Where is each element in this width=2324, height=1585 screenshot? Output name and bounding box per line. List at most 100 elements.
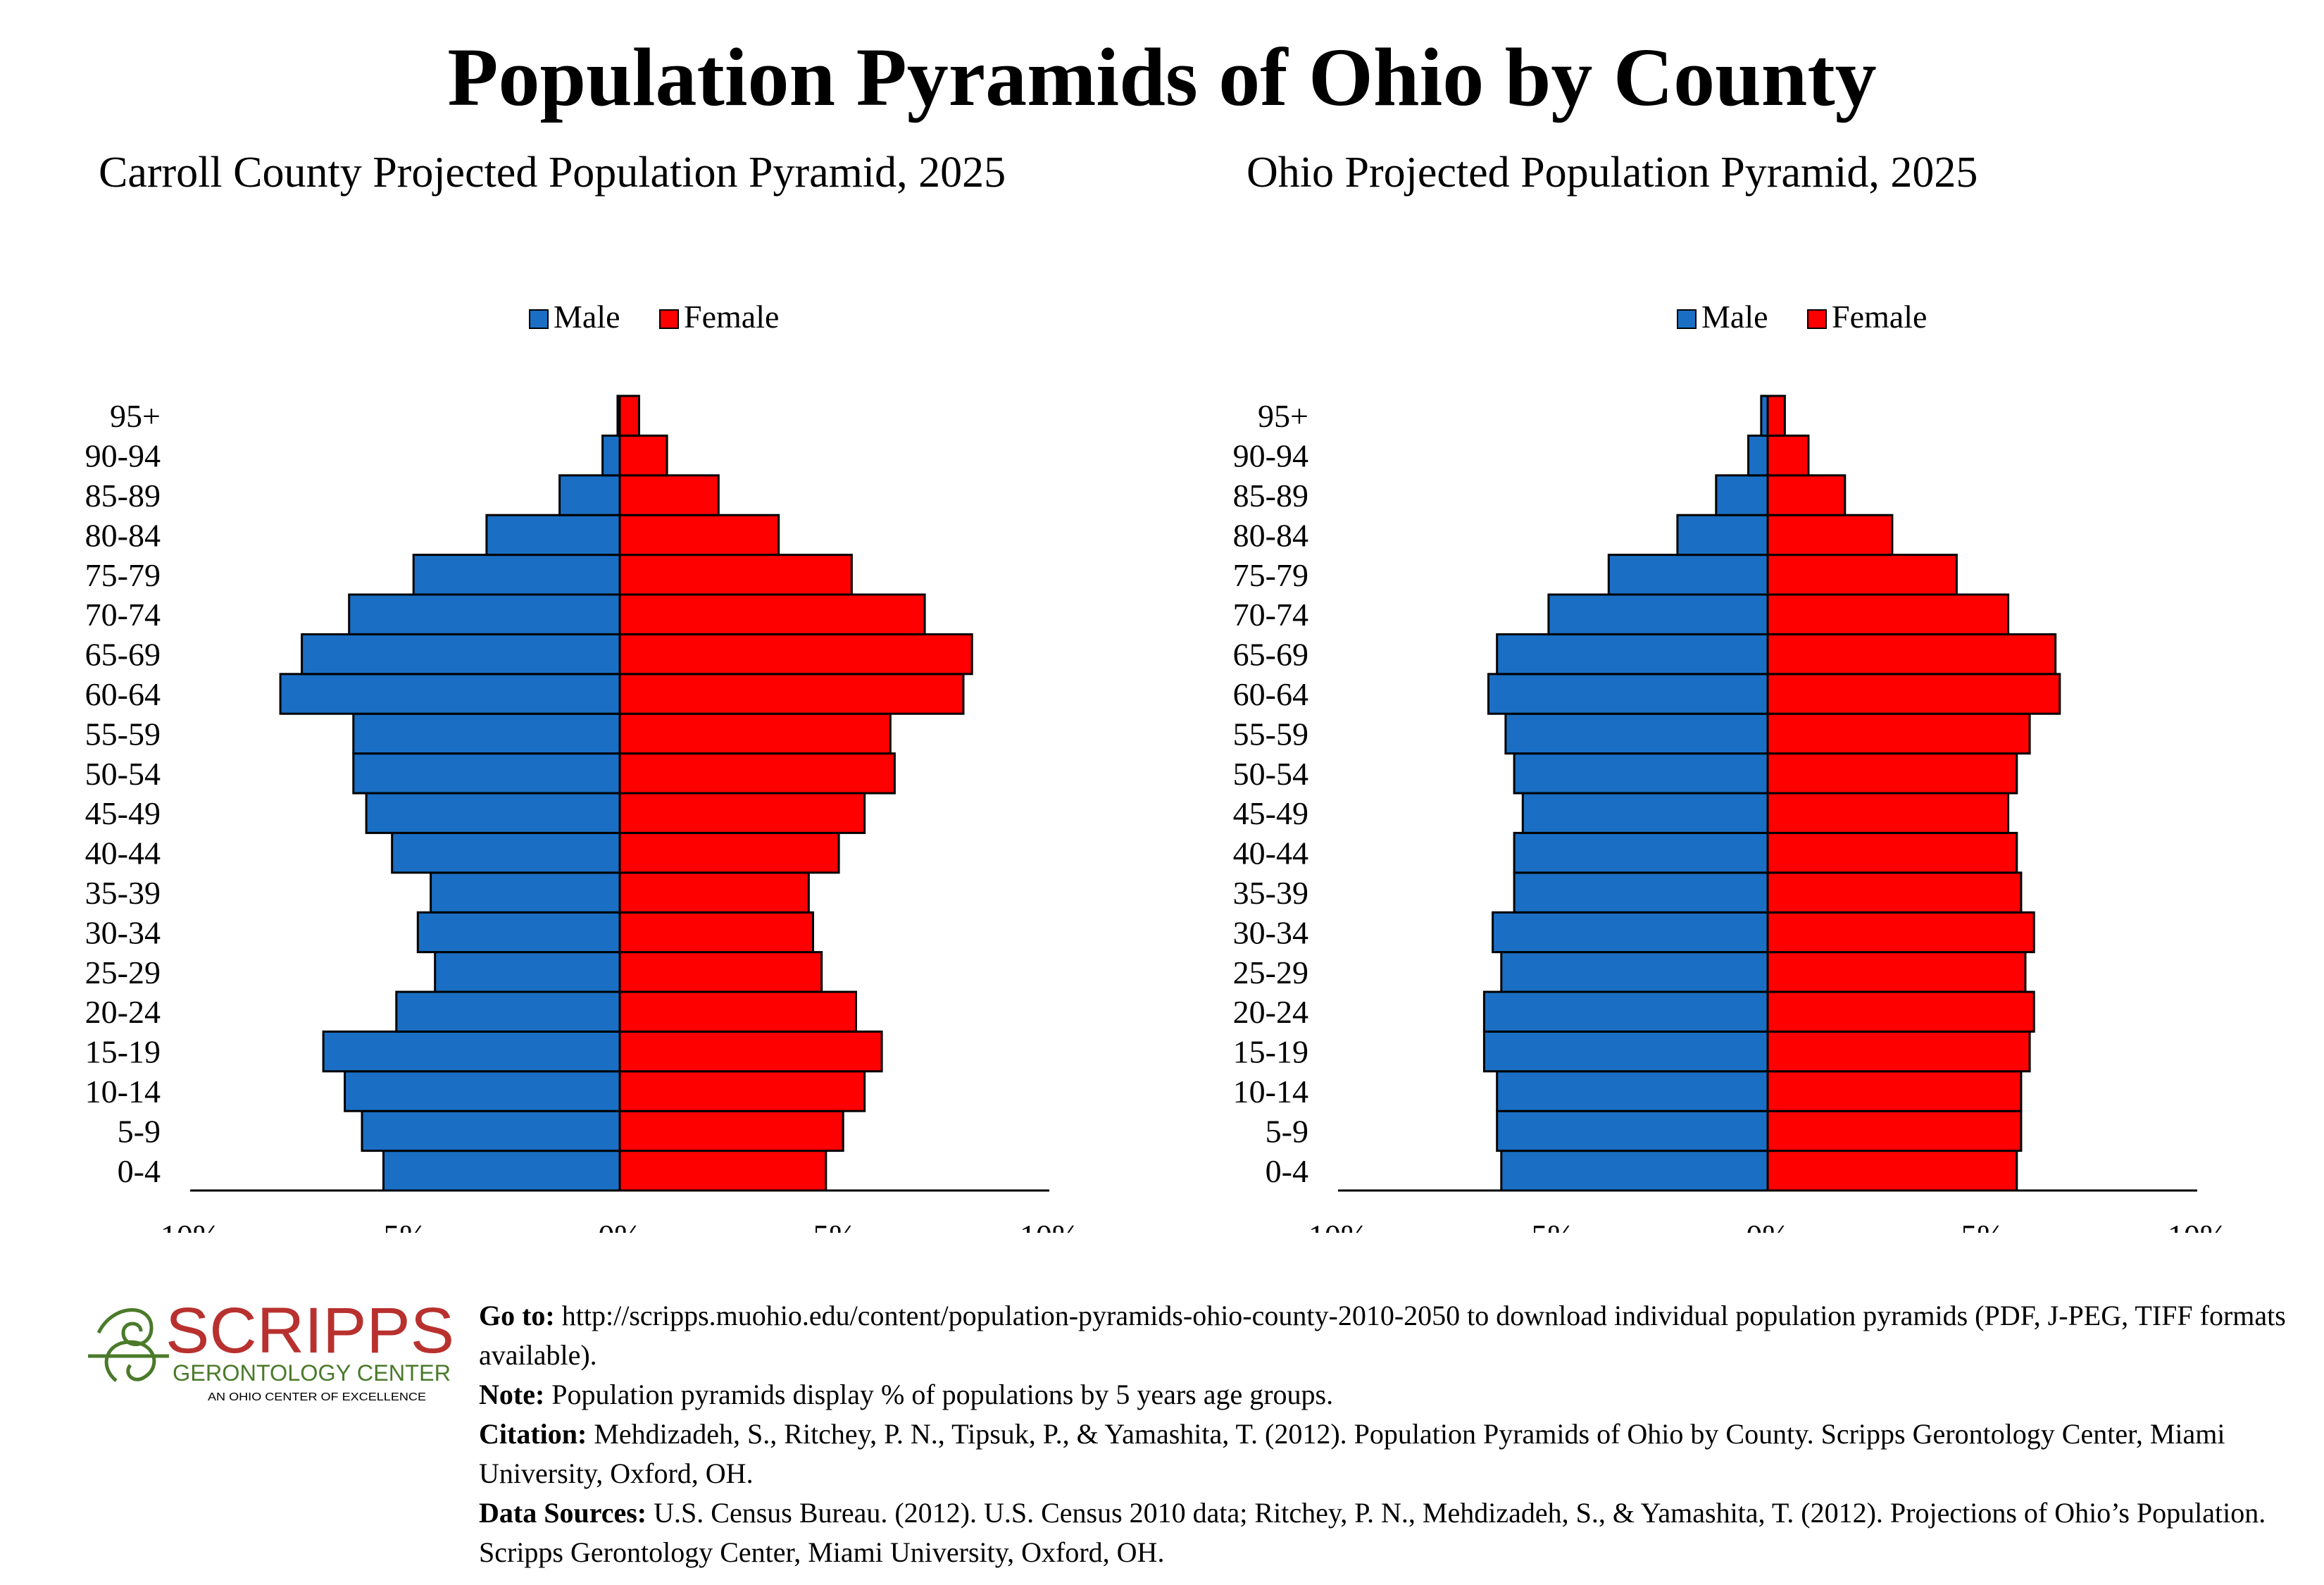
carroll-bar-male-70-74 [348, 593, 621, 635]
ohio-age-label-25-29: 25-29 [1233, 955, 1308, 990]
sources-line: Data Sources: U.S. Census Bureau. (2012)… [479, 1493, 2310, 1572]
ohio-bar-male-40-44 [1513, 831, 1769, 874]
note-label: Note: [479, 1379, 545, 1410]
carroll-bar-female-10-14 [618, 1070, 866, 1112]
ohio-bar-female-60-64 [1766, 673, 2061, 715]
carroll-chart-title: Carroll County Projected Population Pyra… [99, 149, 1006, 197]
ohio-bar-male-90-94 [1747, 434, 1769, 477]
ohio-age-label-50-54: 50-54 [1233, 756, 1308, 792]
ohio-pyramid: Ohio Projected Population Pyramid, 2025 M… [1148, 141, 2296, 1233]
ohio-bar-female-50-54 [1766, 752, 2018, 795]
carroll-age-label-0-4: 0-4 [118, 1153, 161, 1189]
carroll-bar-male-30-34 [416, 911, 621, 954]
ohio-age-label-60-64: 60-64 [1233, 676, 1308, 712]
carroll-bar-male-45-49 [365, 792, 621, 834]
ohio-age-label-10-14: 10-14 [1233, 1074, 1308, 1110]
ohio-bar-female-5-9 [1766, 1110, 2023, 1152]
carroll-bar-male-20-24 [395, 990, 621, 1033]
ohio-bar-male-10-14 [1496, 1070, 1769, 1112]
carroll-bar-female-70-74 [618, 593, 926, 635]
carroll-bar-female-95+ [618, 394, 640, 437]
carroll-bar-male-10-14 [344, 1070, 621, 1112]
carroll-bar-male-55-59 [352, 712, 621, 755]
carroll-bar-female-55-59 [618, 712, 892, 755]
ohio-bar-female-40-44 [1766, 831, 2018, 874]
carroll-bar-male-75-79 [412, 554, 621, 596]
carroll-age-label-15-19: 15-19 [85, 1034, 161, 1070]
carroll-age-label-10-14: 10-14 [85, 1074, 161, 1110]
ohio-age-label-85-89: 85-89 [1233, 478, 1308, 514]
ohio-bar-male-60-64 [1487, 673, 1769, 715]
carroll-bar-male-90-94 [601, 434, 621, 477]
ohio-bar-male-45-49 [1521, 792, 1769, 834]
carroll-bar-female-30-34 [618, 911, 814, 954]
carroll-age-label-60-64: 60-64 [85, 676, 161, 712]
ohio-age-label-20-24: 20-24 [1233, 994, 1308, 1030]
goto-label: Go to: [479, 1300, 555, 1331]
ohio-bar-female-85-89 [1766, 474, 1847, 516]
carroll-bar-female-20-24 [618, 990, 857, 1033]
carroll-bar-male-40-44 [391, 831, 621, 874]
carroll-bar-female-15-19 [618, 1030, 883, 1073]
swirl-icon [88, 1308, 169, 1382]
logo-tagline: AN OHIO CENTER OF EXCELLENCE [208, 1391, 426, 1403]
ohio-tick-label: 5% [1531, 1218, 1574, 1233]
carroll-tick-label: 0% [598, 1218, 641, 1233]
ohio-age-label-75-79: 75-79 [1233, 557, 1308, 593]
ohio-bar-male-0-4 [1500, 1150, 1769, 1192]
ohio-legend-male-label: Male [1701, 299, 1768, 335]
carroll-age-label-65-69: 65-69 [85, 637, 161, 673]
carroll-bar-female-85-89 [618, 474, 720, 516]
carroll-bar-male-15-19 [322, 1030, 621, 1073]
ohio-legend-female-swatch [1807, 309, 1827, 329]
sources-label: Data Sources: [479, 1497, 647, 1529]
carroll-tick-label: 10% [1020, 1218, 1079, 1233]
carroll-bar-male-80-84 [485, 514, 621, 557]
footer-notes: Go to: http://scripps.muohio.edu/content… [479, 1296, 2310, 1572]
citation-label: Citation: [479, 1418, 587, 1450]
citation-text: Mehdizadeh, S., Ritchey, P. N., Tipsuk, … [479, 1418, 2225, 1489]
ohio-bar-male-5-9 [1496, 1110, 1769, 1152]
scripps-logo: SCRIPPS GERONTOLOGY CENTER AN OHIO CENTE… [85, 1289, 465, 1409]
carroll-age-label-20-24: 20-24 [85, 994, 161, 1030]
ohio-bar-male-70-74 [1547, 593, 1769, 635]
carroll-bar-male-5-9 [361, 1110, 621, 1152]
carroll-county-pyramid: Carroll County Projected Population Pyra… [0, 141, 1148, 1233]
ohio-age-label-55-59: 55-59 [1233, 716, 1308, 752]
scripps-logo-svg: SCRIPPS GERONTOLOGY CENTER AN OHIO CENTE… [88, 1295, 454, 1403]
carroll-county-pyramid-svg: Carroll County Projected Population Pyra… [85, 149, 1079, 1233]
ohio-legend-male-swatch [1677, 309, 1697, 329]
carroll-tick-label: 10% [161, 1218, 220, 1233]
ohio-age-label-95+: 95+ [1258, 398, 1308, 434]
goto-text: http://scripps.muohio.edu/content/popula… [479, 1300, 2286, 1371]
carroll-bar-female-75-79 [618, 554, 853, 596]
note-line: Note: Population pyramids display % of p… [479, 1375, 2310, 1415]
ohio-tick-label: 10% [2168, 1218, 2227, 1233]
carroll-tick-label: 5% [383, 1218, 426, 1233]
ohio-bar-female-45-49 [1766, 792, 2010, 834]
ohio-bar-female-75-79 [1766, 554, 1958, 596]
ohio-pyramid-svg: Ohio Projected Population Pyramid, 2025 M… [1233, 149, 2227, 1233]
ohio-bar-female-95+ [1766, 394, 1786, 437]
carroll-bar-female-40-44 [618, 831, 840, 874]
ohio-chart-title: Ohio Projected Population Pyramid, 2025 [1247, 149, 1978, 197]
ohio-bar-male-85-89 [1715, 474, 1769, 516]
carroll-bar-female-35-39 [618, 871, 810, 914]
ohio-bar-female-90-94 [1766, 434, 1810, 477]
carroll-age-label-95+: 95+ [110, 398, 161, 434]
ohio-tick-label: 5% [1961, 1218, 2004, 1233]
carroll-bar-male-85-89 [558, 474, 621, 516]
ohio-bar-male-35-39 [1513, 871, 1769, 914]
carroll-age-label-25-29: 25-29 [85, 955, 161, 990]
carroll-legend-male-label: Male [554, 299, 620, 335]
ohio-bar-female-65-69 [1766, 633, 2057, 676]
carroll-age-label-90-94: 90-94 [85, 438, 161, 474]
ohio-bar-female-20-24 [1766, 990, 2035, 1033]
ohio-legend-female-label: Female [1832, 299, 1927, 335]
carroll-age-label-55-59: 55-59 [85, 716, 161, 752]
ohio-age-label-0-4: 0-4 [1266, 1153, 1308, 1189]
carroll-age-label-75-79: 75-79 [85, 557, 161, 593]
ohio-bar-male-55-59 [1504, 712, 1769, 755]
ohio-bar-female-25-29 [1766, 951, 2027, 993]
carroll-age-label-85-89: 85-89 [85, 478, 161, 514]
